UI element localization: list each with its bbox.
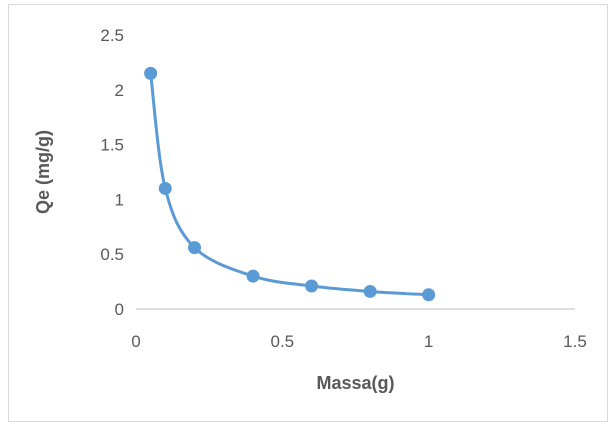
y-axis-ticks: 0 0.5 1 1.5 2 2.5 [100,26,124,319]
data-point [158,181,172,195]
x-tick-label: 1 [424,332,433,351]
y-tick-label: 0 [115,300,124,319]
data-point [144,66,158,80]
data-point [305,279,319,293]
x-axis-ticks: 0 0.5 1 1.5 [131,332,587,351]
y-tick-label: 1.5 [100,136,124,155]
chart-area: 0 0.5 1 1.5 2 2.5 0 0.5 1 1.5 Massa(g) Qe (mg/g) [8,4,608,422]
data-point [188,241,202,255]
y-tick-label: 1 [115,190,124,209]
x-tick-label: 0 [131,332,140,351]
x-axis-title: Massa(g) [316,373,394,393]
series-line [149,71,431,297]
data-point [246,269,260,283]
scatter-chart: 0 0.5 1 1.5 2 2.5 0 0.5 1 1.5 Massa(g) Qe (mg/g) [33,26,587,393]
x-tick-label: 1.5 [563,332,587,351]
y-tick-label: 2 [115,81,124,100]
x-tick-label: 0.5 [271,332,295,351]
data-points [144,66,436,302]
y-axis-title: Qe (mg/g) [33,130,53,214]
data-point [422,288,436,302]
data-point [363,284,377,298]
y-tick-label: 0.5 [100,245,124,264]
y-tick-label: 2.5 [100,26,124,45]
